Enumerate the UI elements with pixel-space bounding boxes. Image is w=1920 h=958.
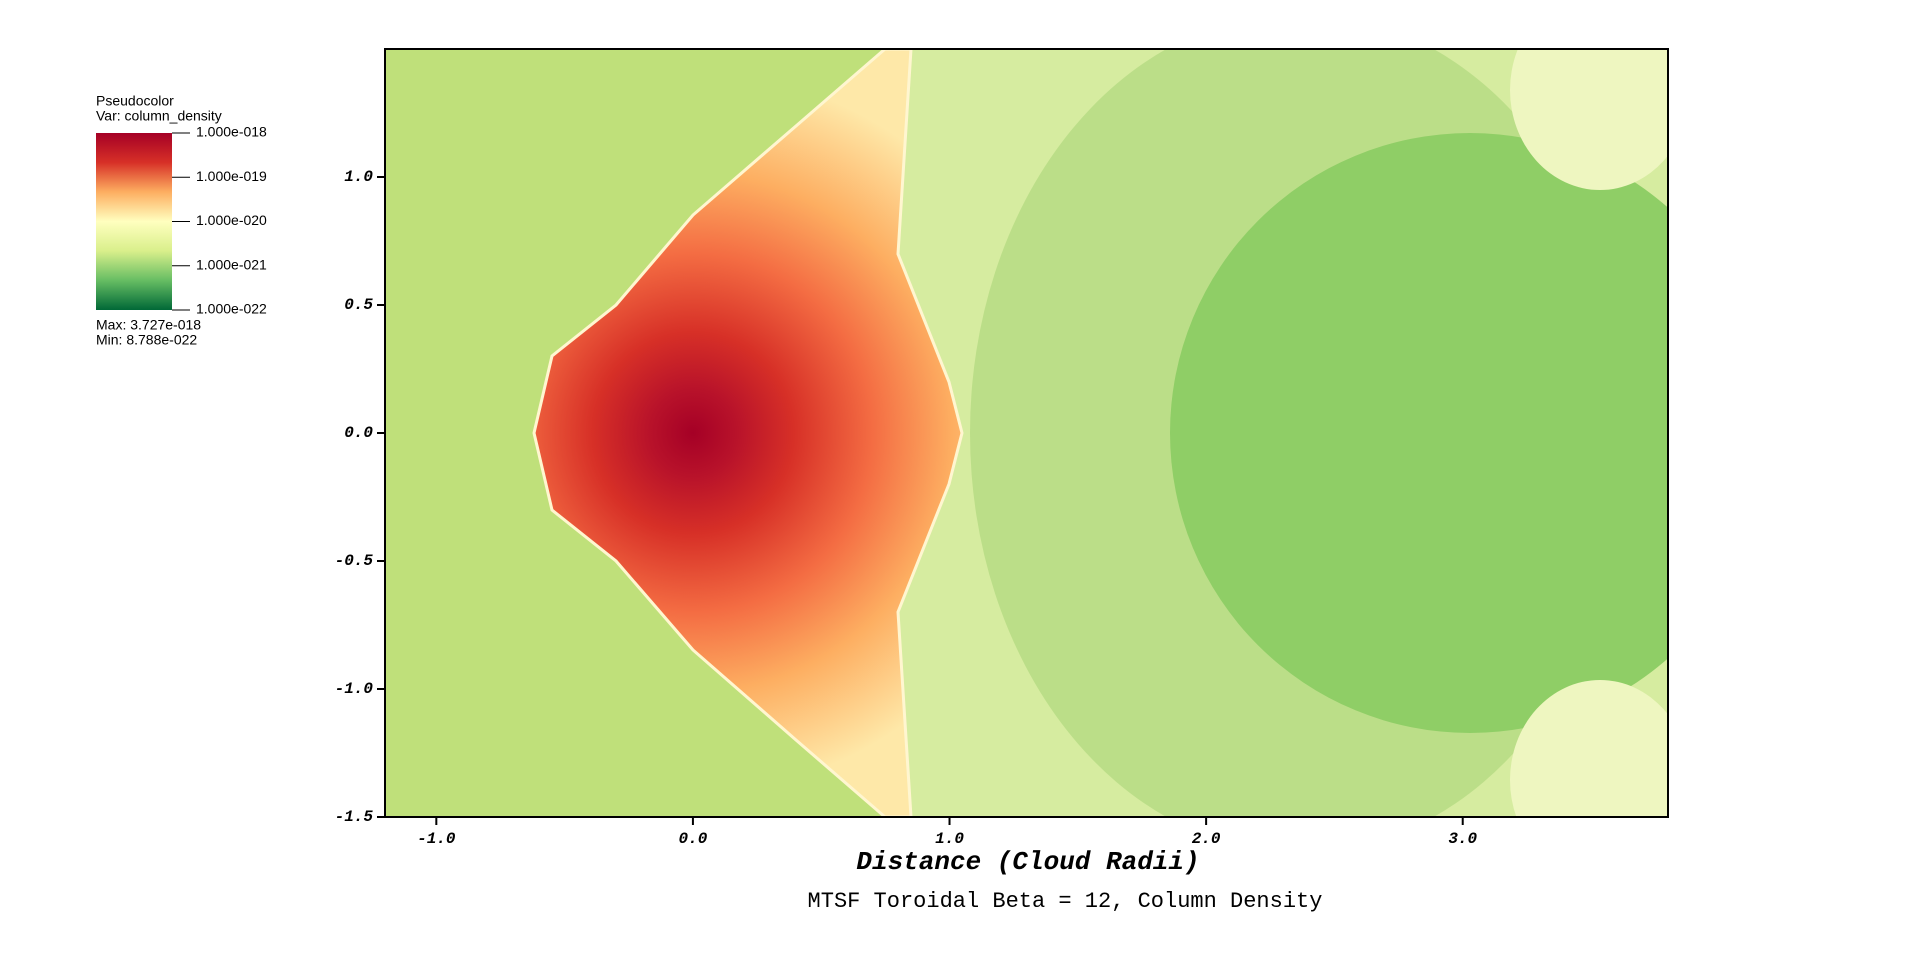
chart-title: MTSF Toroidal Beta = 12, Column Density [808,889,1323,914]
x-axis-label: Distance (Cloud Radii) [856,847,1199,877]
legend-title: Pseudocolor [96,93,174,109]
legend-variable: Var: column_density [96,108,222,124]
y-tick-label: 1.0 [344,168,373,186]
x-tick-label: 0.0 [679,830,708,848]
colorbar-tick-label: 1.000e-018 [196,124,267,140]
x-tick-label: -1.0 [417,830,456,848]
y-tick-label: -0.5 [335,552,374,570]
x-tick-label: 3.0 [1448,830,1477,848]
colorbar-tick-label: 1.000e-021 [196,256,267,272]
colorbar-tick-label: 1.000e-019 [196,168,267,184]
density-field [385,49,1668,817]
y-tick-label: 0.5 [344,296,373,314]
colorbar [96,133,172,310]
y-tick-label: 0.0 [344,424,373,442]
colorbar-tick-label: 1.000e-020 [196,212,267,228]
legend-min: Min: 8.788e-022 [96,332,197,348]
x-tick-label: 1.0 [935,830,964,848]
y-tick-label: -1.0 [335,680,374,698]
x-tick-label: 2.0 [1192,830,1221,848]
legend-max: Max: 3.727e-018 [96,317,201,333]
y-tick-label: -1.5 [335,808,374,826]
colorbar-tick-label: 1.000e-022 [196,301,267,317]
